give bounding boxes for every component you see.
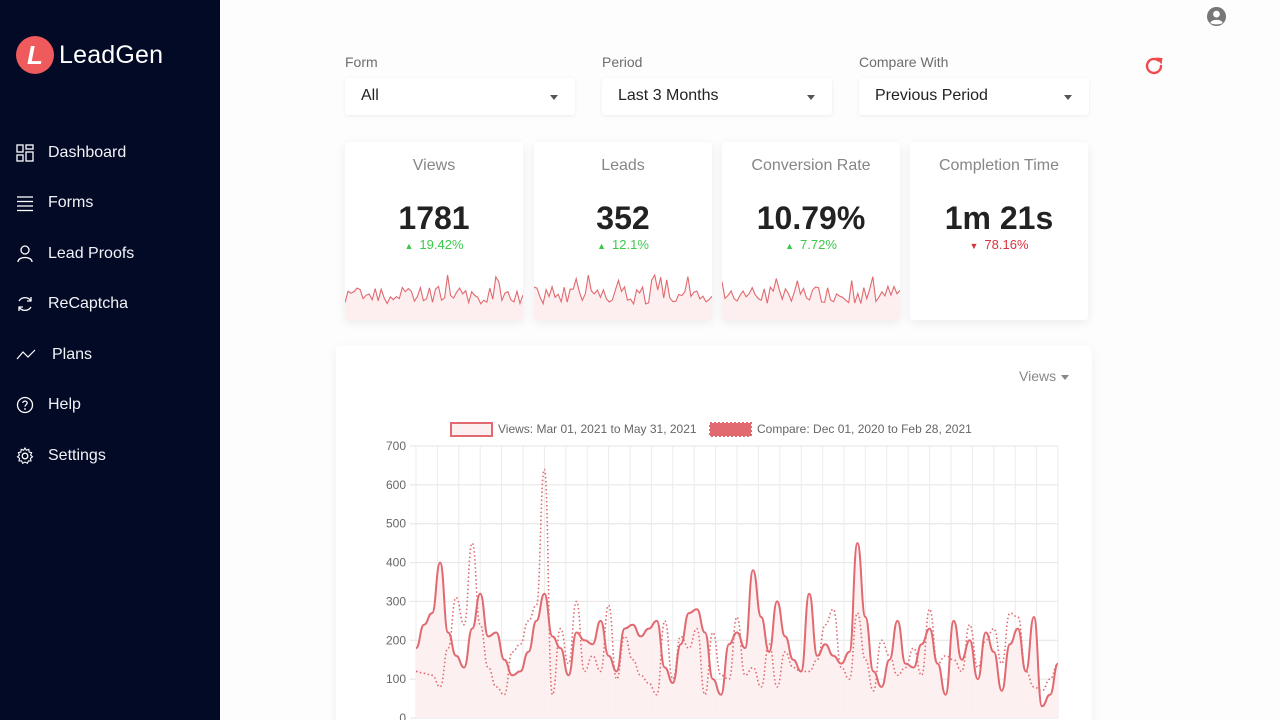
y-tick-label: 600 <box>386 478 406 492</box>
sidebar-item-label: ReCaptcha <box>48 295 129 312</box>
list-lines-icon <box>17 196 33 212</box>
form-filter-label: Form <box>345 54 378 70</box>
account-avatar-icon[interactable] <box>1206 6 1227 27</box>
stat-title: Conversion Rate <box>751 157 871 174</box>
gear-icon <box>16 447 34 465</box>
y-tick-label: 100 <box>386 672 406 686</box>
y-tick-label: 200 <box>386 633 406 647</box>
stat-title: Completion Time <box>938 157 1060 174</box>
stat-change: ▼ 78.16% <box>910 237 1088 252</box>
form-select[interactable]: All <box>345 78 575 115</box>
sidebar: L LeadGen Dashboard Forms Lead Proofs Re… <box>0 0 220 720</box>
compare-select[interactable]: Previous Period <box>859 78 1089 115</box>
series-area <box>416 543 1058 718</box>
arrow-down-icon: ▼ <box>969 241 979 251</box>
sidebar-item-label: Settings <box>48 447 106 464</box>
y-tick-label: 500 <box>386 517 406 531</box>
arrow-up-icon: ▲ <box>404 241 414 251</box>
stat-card-completion-time: Completion Time 1m 21s ▼ 78.16% <box>910 142 1088 320</box>
period-select-value: Last 3 Months <box>618 87 719 104</box>
stat-change: ▲ 7.72% <box>722 237 900 252</box>
stat-value: 352 <box>596 200 650 236</box>
sidebar-item-recaptcha[interactable]: ReCaptcha <box>16 289 128 319</box>
stat-title: Views <box>412 157 456 174</box>
stat-change-value: 7.72% <box>800 237 837 252</box>
chevron-down-icon <box>550 95 558 100</box>
stat-change: ▲ 19.42% <box>345 237 523 252</box>
legend-swatch <box>450 422 493 437</box>
logo[interactable]: L LeadGen <box>16 36 163 74</box>
sidebar-item-lead-proofs[interactable]: Lead Proofs <box>16 239 134 269</box>
chevron-down-icon <box>1064 95 1072 100</box>
views-sparkline <box>345 274 523 320</box>
arrow-up-icon: ▲ <box>785 241 795 251</box>
chevron-down-icon <box>807 95 815 100</box>
trend-line-icon <box>16 349 36 360</box>
stat-change: ▲ 12.1% <box>534 237 712 252</box>
conversion-sparkline <box>722 276 900 320</box>
sidebar-item-dashboard[interactable]: Dashboard <box>16 138 126 168</box>
y-tick-label: 700 <box>386 439 406 453</box>
stat-card-leads: Leads 352 ▲ 12.1% <box>534 142 712 320</box>
sidebar-item-label: Plans <box>52 346 93 363</box>
question-circle-icon <box>16 396 34 414</box>
legend-swatch <box>709 422 752 437</box>
compare-filter-label: Compare With <box>859 54 949 70</box>
stat-card-conversion-rate: Conversion Rate 10.79% ▲ 7.72% <box>722 142 900 320</box>
legend-label: Views: Mar 01, 2021 to May 31, 2021 <box>498 422 697 436</box>
sparkline-area <box>722 276 900 320</box>
sidebar-item-plans[interactable]: Plans <box>16 340 92 370</box>
sidebar-item-forms[interactable]: Forms <box>16 188 93 218</box>
logo-mark-icon: L <box>16 36 54 74</box>
stat-value: 1m 21s <box>944 200 1054 236</box>
compare-select-value: Previous Period <box>875 87 988 104</box>
chevron-down-icon <box>1061 374 1070 380</box>
logo-letter: L <box>27 40 43 70</box>
dashboard-grid-icon <box>16 144 34 162</box>
metric-dropdown[interactable]: Views <box>1019 368 1070 384</box>
sidebar-item-label: Dashboard <box>48 144 127 161</box>
sparkline-line <box>722 276 900 304</box>
y-tick-label: 300 <box>386 594 406 608</box>
stat-title: Leads <box>601 157 645 174</box>
metric-dropdown-label: Views <box>1019 368 1057 384</box>
stat-change-value: 78.16% <box>984 237 1029 252</box>
sidebar-item-label: Lead Proofs <box>48 245 135 262</box>
stat-value: 1781 <box>398 200 470 236</box>
legend-label: Compare: Dec 01, 2020 to Feb 28, 2021 <box>757 422 972 436</box>
leads-sparkline <box>534 273 712 320</box>
sidebar-item-settings[interactable]: Settings <box>16 441 106 471</box>
y-tick-label: 400 <box>386 556 406 570</box>
stat-value: 10.79% <box>756 200 866 236</box>
arrow-up-icon: ▲ <box>597 241 607 251</box>
series-line-current <box>415 542 1059 708</box>
refresh-icon[interactable] <box>1142 54 1166 78</box>
stat-change-value: 12.1% <box>612 237 649 252</box>
sparkline-line <box>534 273 712 306</box>
y-tick-label: 0 <box>399 711 406 720</box>
sparkline-line <box>345 274 523 306</box>
user-icon <box>17 245 33 263</box>
form-select-value: All <box>361 87 379 104</box>
stat-change-value: 19.42% <box>419 237 464 252</box>
refresh-cycle-icon <box>18 297 32 311</box>
stat-card-views: Views 1781 ▲ 19.42% <box>345 142 523 320</box>
period-filter-label: Period <box>602 54 643 70</box>
sidebar-item-help[interactable]: Help <box>16 390 81 420</box>
sidebar-item-label: Forms <box>48 194 94 211</box>
app-name: LeadGen <box>59 40 164 69</box>
period-select[interactable]: Last 3 Months <box>602 78 832 115</box>
sidebar-item-label: Help <box>48 396 81 413</box>
